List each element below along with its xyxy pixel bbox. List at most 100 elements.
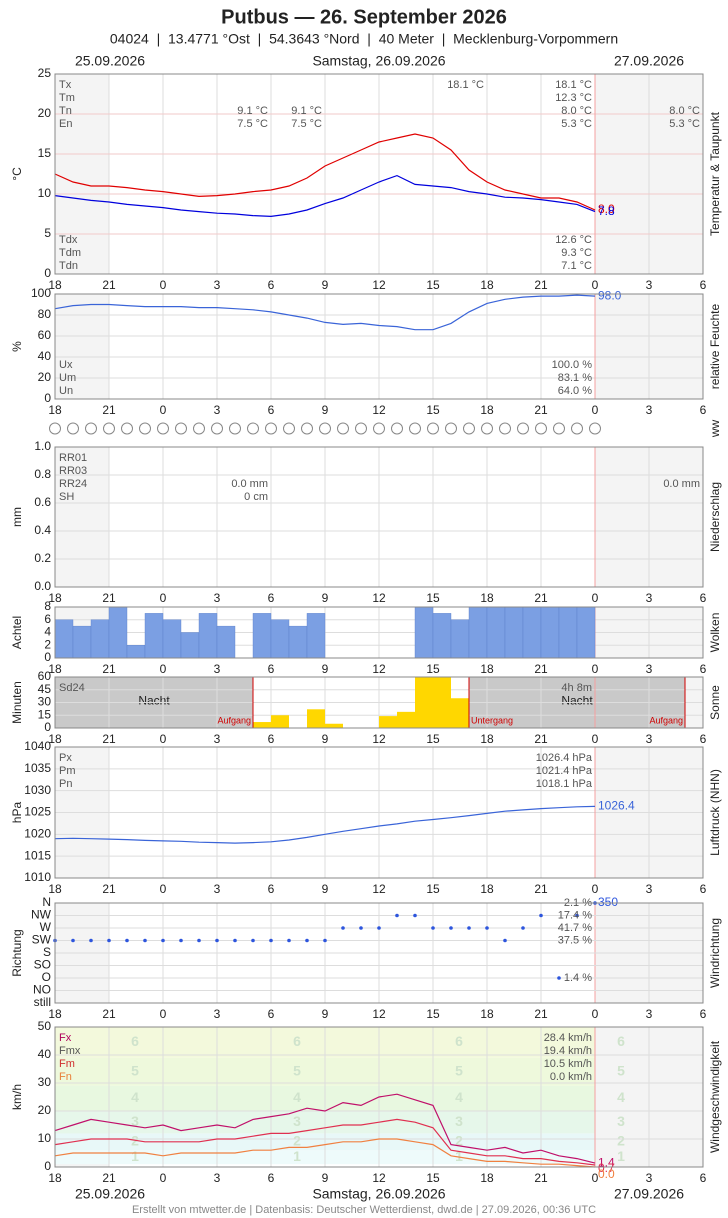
y-tick-label: 1030 [24,783,51,797]
weather-symbol [247,422,259,435]
x-tick-label: 3 [646,278,653,292]
x-tick-label: 0 [160,732,167,746]
x-tick-label: 9 [322,591,329,605]
x-tick-label: 21 [534,662,548,676]
point [377,926,381,930]
weather-symbol [427,422,439,435]
bar [216,625,236,659]
x-tick-label: 21 [534,403,548,417]
bar [126,645,146,659]
x-tick-label: 18 [48,732,62,746]
x-tick-label: 6 [700,662,707,676]
y-tick-label: 0.2 [34,551,51,565]
night-shade [55,294,109,399]
beaufort-level: 5 [617,1063,625,1079]
x-tick-label: 6 [700,882,707,896]
beaufort-level: 5 [455,1063,463,1079]
x-tick-label: 12 [372,662,386,676]
beaufort-level: 2 [455,1133,463,1149]
bar [198,613,218,659]
weather-symbol [373,422,385,435]
y-tick-label: 1040 [24,739,51,753]
x-tick-label: 18 [48,403,62,417]
x-tick-label: 12 [372,882,386,896]
x-tick-label: 6 [268,591,275,605]
share-label: 1.4 % [564,972,592,984]
x-tick-label: 0 [592,662,599,676]
point [395,913,399,918]
stat-text: 10.5 km/h [544,1058,592,1070]
line [54,805,596,844]
x-tick-label: 6 [268,1007,275,1021]
bar [432,613,452,659]
stat-text: 5.3 °C [669,118,700,130]
bar [90,619,110,659]
x-tick-label: 3 [214,403,221,417]
stat-text: 18.1 °C [447,79,484,91]
x-tick-label: 0 [592,591,599,605]
point [89,938,93,943]
stat-text: Un [59,385,73,397]
y-tick-label: 6 [44,612,51,626]
stat-text: Tdn [59,260,78,272]
y-tick-label: 0.4 [34,523,51,537]
stat-text: 100.0 % [552,359,593,371]
end-label: 1026.4 [598,799,635,813]
x-tick-label: 18 [480,662,494,676]
line [54,294,596,331]
point [359,926,363,930]
bar [252,613,272,659]
y-tick-label: 45 [38,682,52,696]
x-tick-label: 21 [102,278,116,292]
bar [180,632,200,659]
y-axis-label: Achtel [10,616,24,649]
x-tick-label: 18 [480,403,494,417]
point [215,938,219,943]
plot-frame [54,606,704,659]
y-tick-label: 2 [44,637,51,651]
x-tick-label: 12 [372,1171,386,1185]
x-tick-label: 6 [700,1007,707,1021]
x-tick-label: 6 [700,732,707,746]
right-axis-label: Windgeschwindigkeit [708,1040,722,1153]
y-tick-label: 0 [44,1159,51,1173]
x-tick-label: 6 [268,662,275,676]
y-tick-label: 10 [38,1131,52,1145]
date-label: 27.09.2026 [614,1186,684,1202]
weather-symbol [85,422,97,435]
line [54,133,596,211]
night-shade [55,74,109,274]
point [341,926,345,930]
date-label: Samstag, 26.09.2026 [312,53,445,69]
x-tick-label: 6 [700,1171,707,1185]
beaufort-level: 5 [131,1063,139,1079]
stat-text: 1021.4 hPa [536,765,593,777]
end-label: 7.8 [598,204,615,218]
beaufort-level: 4 [293,1089,301,1105]
y-tick-label: O [42,970,51,984]
point [107,938,111,943]
x-tick-label: 18 [48,1171,62,1185]
stat-text: Sd24 [59,682,85,694]
y-tick-label: 5 [44,226,51,240]
weather-symbol [409,422,421,435]
y-axis-label: km/h [10,1084,24,1110]
stat-text: 7.1 °C [561,260,592,272]
x-tick-label: 6 [268,1171,275,1185]
night-label: Nacht [138,694,170,708]
y-tick-label: N [42,895,51,909]
bar [504,606,524,659]
y-tick-label: 60 [38,328,52,342]
bar [415,677,433,728]
y-tick-label: 0.8 [34,467,51,481]
x-tick-label: 15 [426,662,440,676]
beaufort-level: 4 [455,1089,463,1105]
y-tick-label: 15 [38,146,52,160]
x-tick-label: 18 [48,1007,62,1021]
x-tick-label: 21 [534,591,548,605]
point [125,938,129,943]
stat-text: 0 cm [244,491,268,503]
end-label: 1.4 [598,1155,615,1169]
x-tick-label: 12 [372,591,386,605]
y-tick-label: 1035 [24,761,51,775]
